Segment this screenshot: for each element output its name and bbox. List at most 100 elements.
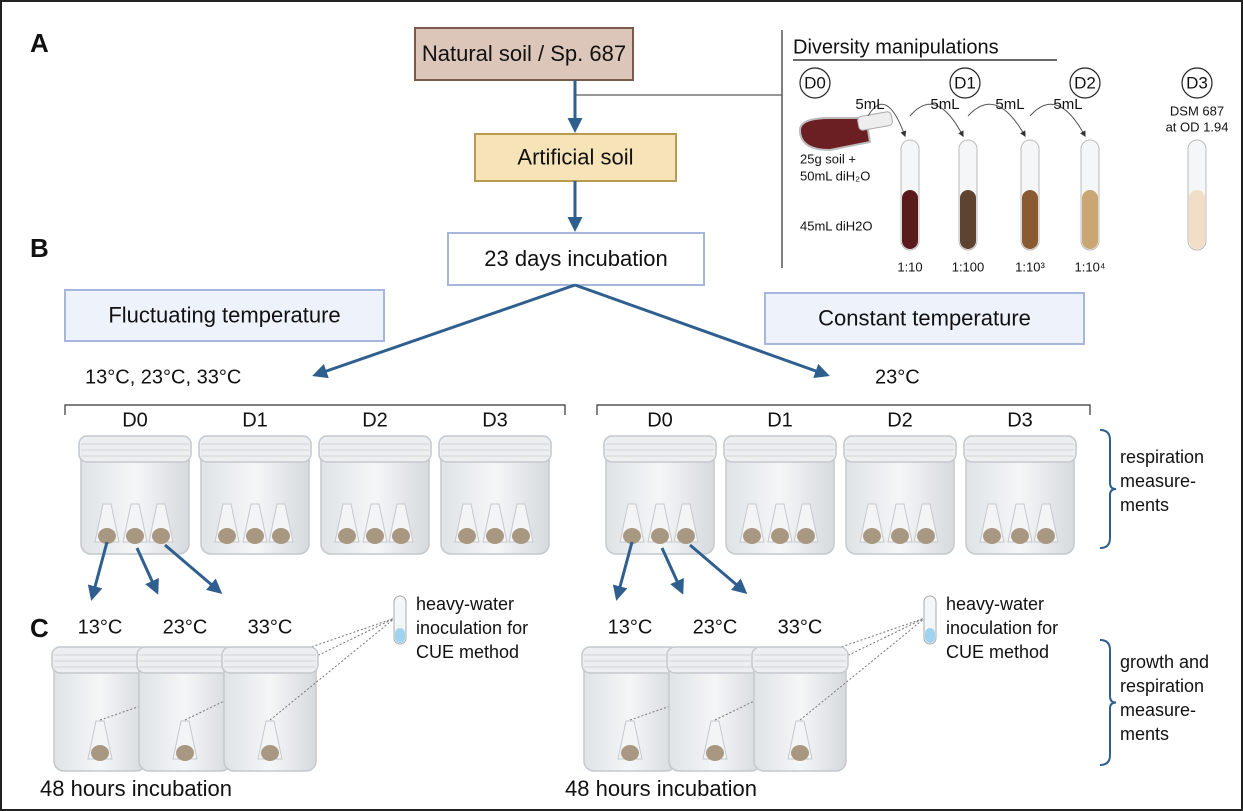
- soil-sample: [623, 528, 641, 544]
- arrow: [87, 541, 109, 601]
- panel-label: A: [30, 28, 49, 58]
- inoculation-line: [799, 617, 926, 721]
- treatment-box: [64, 289, 385, 342]
- jar-label: D0: [647, 409, 673, 431]
- soil-sample: [486, 528, 504, 544]
- soil-sample: [771, 528, 789, 544]
- sub-temperature: 33°C: [248, 616, 293, 638]
- sub-temperature: 23°C: [693, 616, 738, 638]
- transfer-label: 5mL: [995, 96, 1024, 113]
- tube-liquid: [1022, 190, 1038, 249]
- measurement-note: growth and: [1120, 652, 1209, 672]
- treatment-box-label: Fluctuating temperature: [108, 302, 340, 327]
- incubation-box-label: 23 days incubation: [484, 246, 667, 271]
- dilution-label: 1:10³: [1015, 259, 1045, 274]
- level-label: D3: [1186, 73, 1208, 92]
- jar-lid: [723, 435, 837, 463]
- level-label: D2: [1074, 73, 1096, 92]
- soil-sample: [706, 745, 724, 761]
- level-label: D0: [804, 73, 826, 92]
- dilution-label: 1:100: [952, 259, 985, 274]
- jar-lid: [221, 646, 319, 674]
- jar-lid: [78, 435, 192, 463]
- jar-lid: [603, 435, 717, 463]
- inoculation-note: CUE method: [946, 642, 1049, 662]
- soil-sample: [621, 745, 639, 761]
- beaker-rim: [857, 111, 893, 131]
- level-circle: [799, 67, 831, 99]
- jar-lid: [51, 646, 149, 674]
- arrow: [612, 541, 634, 601]
- inoculation-note: inoculation for: [416, 618, 528, 638]
- soil-sample: [338, 528, 356, 544]
- transfer-arrow: [967, 103, 1026, 138]
- soil-sample: [458, 528, 476, 544]
- measurement-note: respiration: [1120, 447, 1204, 467]
- pipette-liquid: [925, 628, 935, 643]
- tube-liquid: [960, 190, 976, 249]
- panel-label: C: [30, 613, 49, 643]
- artificial-soil-box: [474, 133, 677, 182]
- jar-label: D0: [122, 409, 148, 431]
- temperature-label: 23°C: [875, 366, 920, 388]
- jar-label: D3: [1007, 409, 1033, 431]
- natural-soil-box-label: Natural soil / Sp. 687: [422, 41, 626, 66]
- soil-sample: [392, 528, 410, 544]
- soil-sample: [176, 745, 194, 761]
- arrow: [689, 543, 748, 594]
- soil-sample: [891, 528, 909, 544]
- sub-temperature: 23°C: [163, 616, 208, 638]
- bracket: [64, 404, 566, 415]
- transfer-arrow: [867, 103, 907, 138]
- level-label: D1: [954, 73, 976, 92]
- sub-temperature: 33°C: [778, 616, 823, 638]
- jar-lid: [963, 435, 1077, 463]
- measurement-note: respiration: [1120, 676, 1204, 696]
- dilution-label: 1:10⁴: [1075, 259, 1106, 274]
- soil-sample: [1037, 528, 1055, 544]
- soil-sample: [246, 528, 264, 544]
- incubation-label: 48 hours incubation: [40, 776, 232, 801]
- inoculation-note: CUE method: [416, 642, 519, 662]
- soil-sample: [218, 528, 236, 544]
- jar-lid: [751, 646, 849, 674]
- temperature-label: 13°C, 23°C, 33°C: [85, 366, 241, 388]
- tube-liquid: [1189, 190, 1205, 249]
- jar-lid: [318, 435, 432, 463]
- incubation-label: 48 hours incubation: [565, 776, 757, 801]
- arrow: [135, 547, 159, 595]
- measurement-note: measure-: [1120, 471, 1196, 491]
- soil-sample: [91, 745, 109, 761]
- jar-label: D2: [362, 409, 388, 431]
- soil-sample: [863, 528, 881, 544]
- level-circle: [1181, 67, 1213, 99]
- treatment-box-label: Constant temperature: [818, 305, 1031, 330]
- soil-sample: [651, 528, 669, 544]
- measurement-note: ments: [1120, 724, 1169, 744]
- soil-sample: [797, 528, 815, 544]
- jar-label: D3: [482, 409, 508, 431]
- diversity-title: Diversity manipulations: [793, 36, 999, 58]
- level-circle: [949, 67, 981, 99]
- measurement-note: ments: [1120, 495, 1169, 515]
- artificial-soil-box-label: Artificial soil: [517, 144, 633, 169]
- soil-sample: [1011, 528, 1029, 544]
- transfer-label: 5mL: [930, 96, 959, 113]
- soil-note: 25g soil +: [800, 151, 856, 166]
- panel-label: B: [30, 233, 49, 263]
- inoculation-line: [269, 617, 396, 721]
- jar-label: D1: [242, 409, 268, 431]
- treatment-box: [764, 292, 1085, 345]
- sub-temperature: 13°C: [608, 616, 653, 638]
- tube-liquid: [1082, 190, 1098, 249]
- d3-note: DSM 687: [1170, 103, 1224, 118]
- soil-sample: [152, 528, 170, 544]
- inoculation-note: heavy-water: [946, 594, 1044, 614]
- soil-sample: [98, 528, 116, 544]
- transfer-arrow: [909, 103, 964, 138]
- inoculation-note: heavy-water: [416, 594, 514, 614]
- water-note: 45mL diH2O: [800, 218, 873, 233]
- measurement-note: measure-: [1120, 700, 1196, 720]
- jar-lid: [666, 646, 764, 674]
